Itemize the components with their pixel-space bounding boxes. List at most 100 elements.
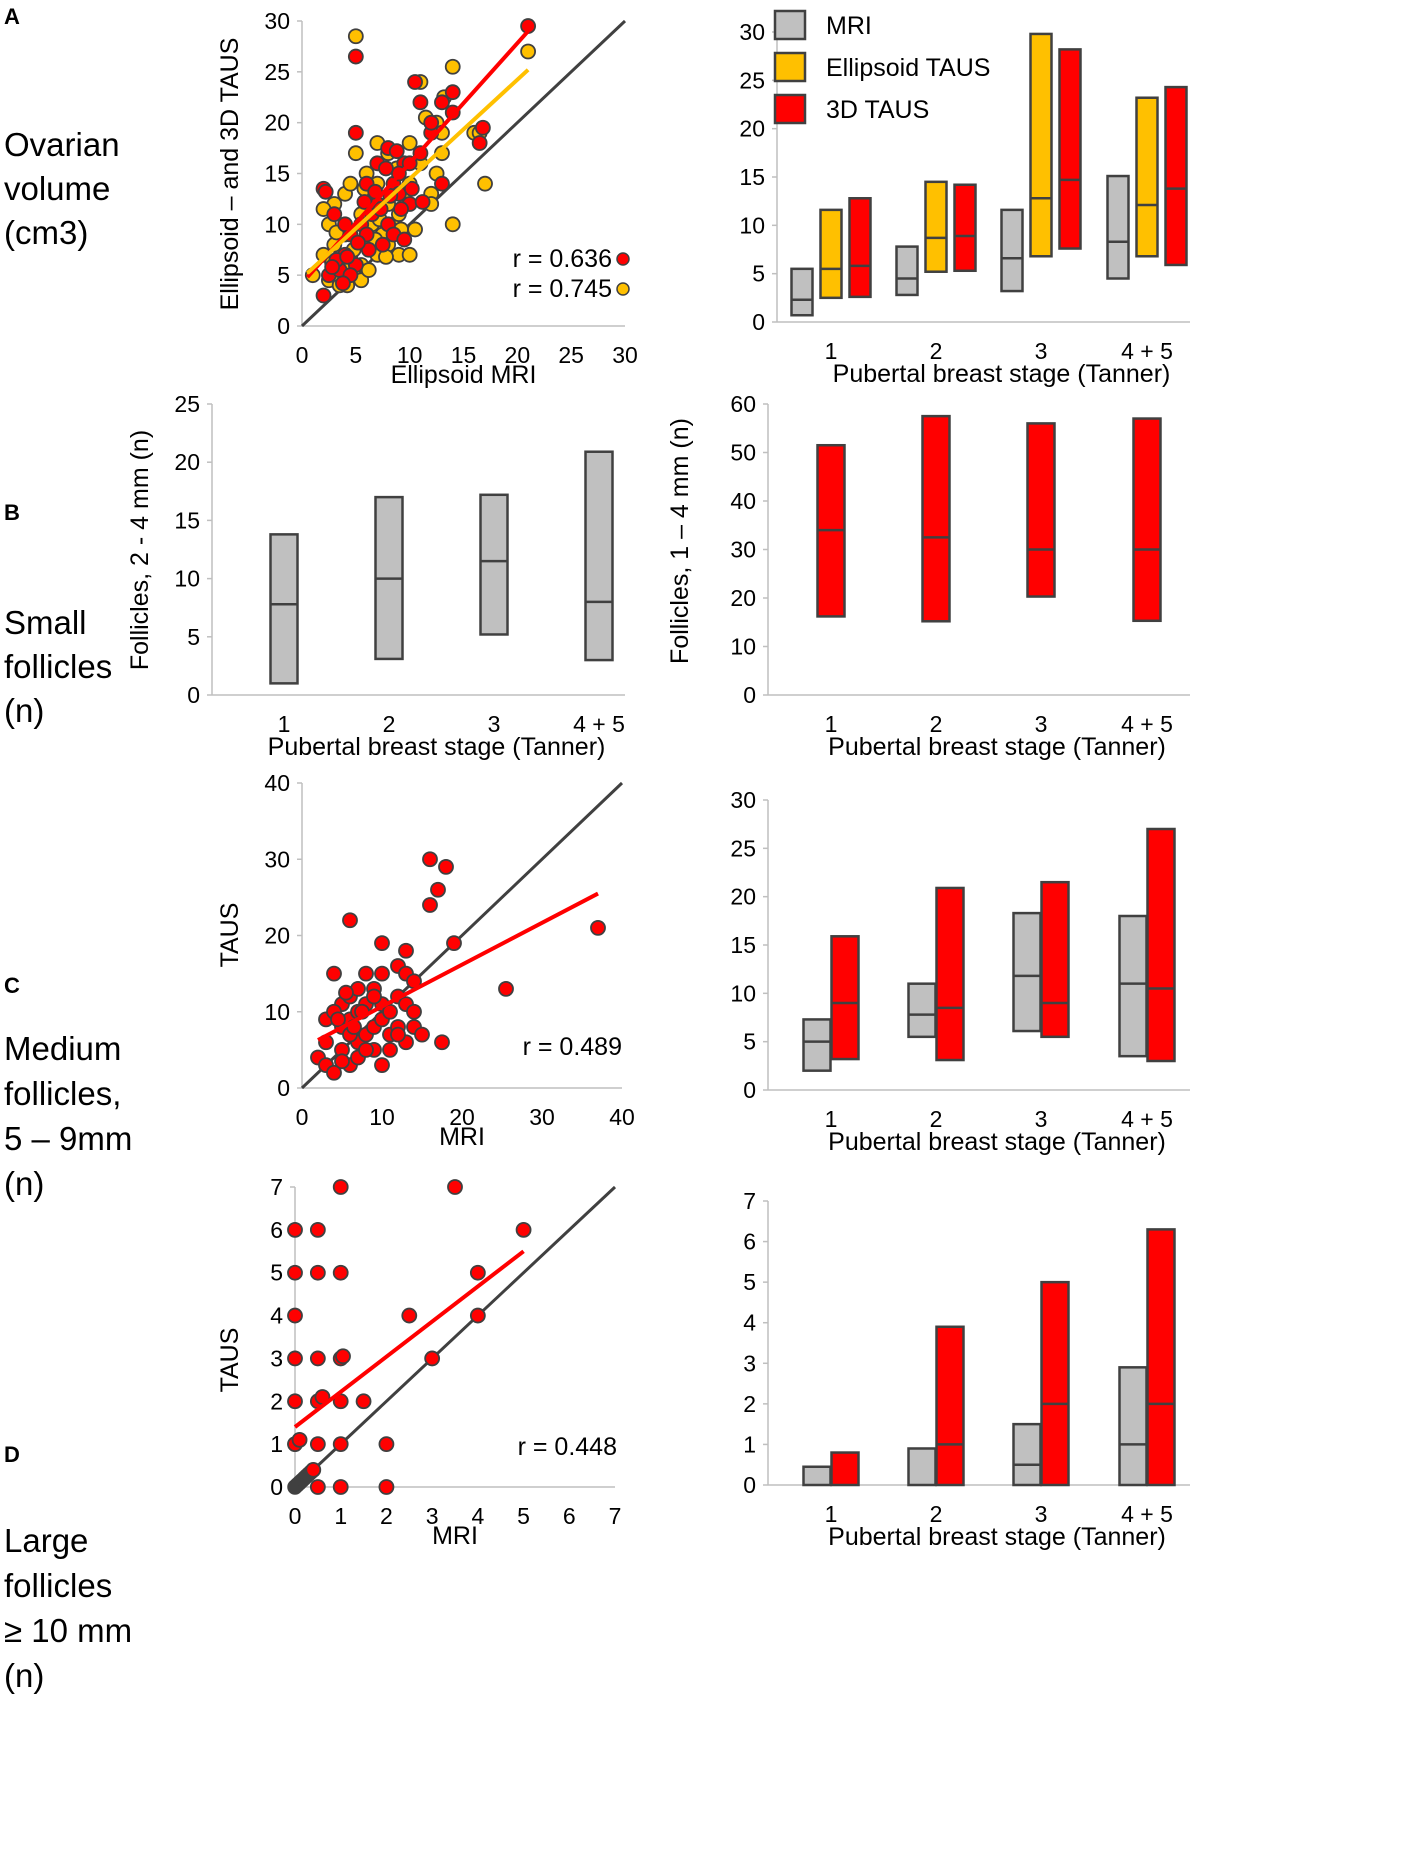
data-point-3d-taus [424,1350,441,1367]
row-label-b-line1: Small [4,604,87,641]
data-point-3d-taus [355,1393,372,1410]
y-tick-label: 0 [752,309,765,335]
fit-line-3d-taus [317,891,599,1042]
r-value-annotation: r = 0.489 [523,1033,622,1061]
data-point-ellipsoid-taus [342,175,359,192]
data-point-3d-taus [374,935,390,952]
chart-c-scatter: 0 10 20 30 40 0 10 20 30 40 MRI TAUS r = 0.489 [216,770,635,1151]
y-tick-label: 4 [743,1310,756,1336]
row-label-a-line2: volume [4,170,110,207]
x-tick-label: 6 [563,1503,576,1529]
data-point-3d-taus [382,1041,398,1058]
x-axis-title: Ellipsoid MRI [391,361,537,389]
data-point-3d-taus [422,851,438,868]
y-tick-label: 10 [264,211,290,237]
x-tick-label: 4 + 5 [573,711,625,737]
data-point-ellipsoid-taus [347,145,364,162]
y-tick-label: 1 [743,1431,756,1457]
data-point-3d-taus [287,1264,303,1281]
y-tick-label: 6 [270,1217,283,1243]
data-point-3d-taus [372,201,389,217]
x-tick-label: 2 [930,1106,943,1132]
data-point-3d-taus [347,124,364,141]
box-mri [907,1447,937,1487]
x-tick-label: 5 [517,1503,530,1529]
y-tick-label: 15 [739,164,765,190]
x-tick-label: 2 [930,1501,943,1527]
y-tick-label: 0 [187,682,200,708]
row-label-d-line1: Large [4,1522,88,1559]
data-point-3d-taus [350,234,366,251]
data-point-3d-taus [414,1026,430,1043]
y-tick-label: 5 [270,1260,283,1286]
box-mri [1118,914,1148,1058]
y-axis-title: Follicles, 1 – 4 mm (n) [666,418,694,664]
x-tick-label: 3 [1035,1106,1048,1132]
x-tick-label: 0 [296,1104,309,1130]
data-point-3d-taus [378,1479,395,1495]
y-tick-label: 0 [277,1075,290,1101]
row-label-d-line2: follicles [4,1567,112,1604]
data-point-ellipsoid-taus [401,246,418,263]
box-mri [790,267,814,317]
row-label-c-line3: 5 – 9mm [4,1120,132,1157]
x-axis-title: Pubertal breast stage (Tanner) [828,733,1166,761]
y-tick-label: 10 [739,212,765,238]
x-axis-title: Pubertal breast stage (Tanner) [828,1523,1166,1551]
row-label-d-line3: ≥ 10 mm [4,1612,132,1649]
y-tick-label: 4 [270,1303,283,1329]
fit-line-3d-taus [305,29,530,279]
data-point-3d-taus [469,1264,486,1281]
row-label-d-line4: (n) [4,1657,44,1694]
data-point-3d-taus [358,1041,374,1058]
data-point-3d-taus [469,1307,486,1324]
box-3d-taus [1040,880,1070,1039]
data-point-3d-taus [398,942,414,959]
data-point-3d-taus [326,206,343,223]
data-point-ellipsoid-taus [401,135,418,151]
box-mri [1000,208,1024,293]
data-point-ellipsoid-taus [477,175,493,192]
x-tick-label: 40 [609,1104,635,1130]
data-point-3d-taus [401,1307,418,1324]
data-point-3d-taus [378,1436,395,1453]
data-point-3d-taus [335,275,351,292]
panel-letter-c: C [4,973,20,998]
y-tick-label: 7 [743,1188,756,1214]
y-tick-label: 7 [270,1174,283,1200]
data-point-3d-taus [434,175,450,192]
data-point-ellipsoid-taus [444,58,461,75]
data-point-3d-taus [390,1026,406,1043]
x-tick-label: 5 [349,342,362,368]
box-3d-taus [830,1451,860,1487]
y-tick-label: 3 [743,1350,756,1376]
row-label-a-line3: (cm3) [4,214,88,251]
data-point-ellipsoid-taus [520,43,536,60]
data-point-3d-taus [309,1479,326,1495]
panel-letter-d: D [4,1442,20,1467]
box-3d-taus [1132,417,1162,623]
x-tick-label: 1 [334,1503,347,1529]
y-tick-label: 20 [174,449,200,475]
row-label-c-line4: (n) [4,1165,44,1202]
row-label-c-line2: follicles, [4,1075,121,1112]
y-tick-label: 20 [739,116,765,142]
data-point-ellipsoid-taus [360,262,377,278]
data-point-3d-taus [520,18,536,34]
data-point-3d-taus [358,965,374,982]
data-point-3d-taus [326,1064,342,1081]
data-point-ellipsoid-taus [407,221,423,238]
x-tick-label: 20 [449,1104,475,1130]
y-tick-label: 20 [264,923,290,949]
data-point-3d-taus [406,1003,422,1020]
y-tick-label: 10 [730,980,756,1006]
x-tick-label: 1 [825,1501,838,1527]
data-point-3d-taus [382,1003,398,1020]
data-point-3d-taus [422,897,438,913]
data-point-3d-taus [360,241,377,258]
data-point-3d-taus [374,1057,390,1074]
data-point-3d-taus [332,1179,349,1195]
